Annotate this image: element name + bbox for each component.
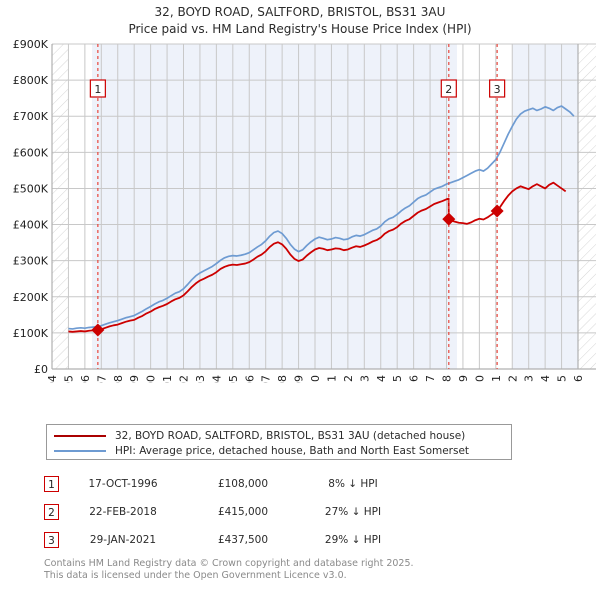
- transaction-annotations: 1 2 3: [89, 44, 506, 369]
- annotation-badge-label: 1: [94, 83, 101, 96]
- transaction-marker[interactable]: [490, 204, 504, 218]
- x-axis-tick-label: 2019: [457, 375, 470, 383]
- chart-legend: 32, BOYD ROAD, SALTFORD, BRISTOL, BS31 3…: [46, 424, 512, 460]
- price-chart-svg: £0 £100K £200K £300K £400K £500K £600K £700K £80…: [13, 38, 596, 383]
- x-axis-tick-label: 2014: [375, 375, 388, 383]
- x-axis-tick-label: 2013: [358, 375, 371, 383]
- transaction-hpi-delta: 29% ↓ HPI: [324, 534, 382, 546]
- x-axis-tick-label: 2005: [227, 375, 240, 383]
- x-axis-tick-label: 1994: [46, 375, 59, 383]
- attribution-footer: Contains HM Land Registry data © Crown c…: [44, 558, 564, 581]
- x-axis-tick-labels: 19941995 19961997 19981999 20002001 20022003…: [46, 375, 585, 383]
- x-axis-tick-label: 2024: [539, 375, 552, 383]
- x-axis-tick-label: 2011: [325, 375, 338, 383]
- y-axis-tick-label: £100K: [13, 327, 49, 340]
- y-axis-tick-labels: £0 £100K £200K £300K £400K £500K £600K £700K £80…: [13, 38, 49, 376]
- transaction-date: 17-OCT-1996: [88, 478, 158, 490]
- transaction-badge: 3: [44, 532, 59, 548]
- transaction-date: 29-JAN-2021: [89, 534, 157, 546]
- legend-label-property: 32, BOYD ROAD, SALTFORD, BRISTOL, BS31 3…: [115, 429, 466, 442]
- y-axis-tick-label: £200K: [13, 291, 49, 304]
- transaction-hpi-delta: 27% ↓ HPI: [324, 506, 382, 518]
- annotation-badge-box[interactable]: [89, 79, 106, 98]
- x-axis-tick-label: 2022: [506, 375, 519, 383]
- y-axis-tick-label: £0: [34, 363, 48, 376]
- legend-swatch-property: [54, 434, 106, 437]
- legend-item-property: 32, BOYD ROAD, SALTFORD, BRISTOL, BS31 3…: [47, 428, 511, 443]
- annotation-badge-label: 2: [445, 83, 452, 96]
- table-row: 1 17-OCT-1996 £108,000 8% ↓ HPI: [44, 470, 464, 498]
- y-axis-tick-label: £900K: [13, 38, 49, 51]
- x-axis-tick-label: 1999: [128, 375, 141, 383]
- series-line-hpi: [68, 105, 575, 330]
- x-axis-tick-label: 2021: [490, 375, 503, 383]
- x-axis-tick-label: 1998: [112, 375, 125, 383]
- transaction-badge: 2: [44, 504, 59, 520]
- transaction-date: 22-FEB-2018: [89, 506, 157, 518]
- axis-frame: [51, 44, 596, 370]
- x-axis-tick-label: 2001: [161, 375, 174, 383]
- x-axis-tick-label: 2003: [194, 375, 207, 383]
- series-group: [68, 105, 575, 333]
- footer-line-copyright: Contains HM Land Registry data © Crown c…: [44, 558, 414, 569]
- y-axis-tick-label: £700K: [13, 110, 49, 123]
- y-axis-tick-label: £500K: [13, 182, 49, 195]
- x-axis-tick-label: 2004: [210, 375, 223, 383]
- x-axis-tick-label: 2002: [178, 375, 191, 383]
- footer-line-licence: This data is licensed under the Open Gov…: [44, 569, 347, 581]
- x-axis-tick-label: 2020: [473, 375, 486, 383]
- x-axis-tick-label: 2026: [572, 375, 585, 383]
- transaction-price: £108,000: [217, 478, 269, 490]
- x-axis-tick-label: 2006: [243, 375, 256, 383]
- title-line-secondary: Price paid vs. HM Land Registry's House …: [128, 22, 472, 36]
- y-axis-tick-label: £800K: [13, 74, 49, 87]
- horizontal-gridlines: [52, 43, 596, 370]
- x-axis-tick-label: 2007: [260, 375, 273, 383]
- table-row: 2 22-FEB-2018 £415,000 27% ↓ HPI: [44, 498, 464, 526]
- annotation-badge-box[interactable]: [489, 79, 506, 98]
- x-axis-tick-label: 2000: [145, 375, 158, 383]
- legend-item-hpi: HPI: Average price, detached house, Bath…: [47, 443, 511, 458]
- x-axis-tick-label: 2017: [424, 375, 437, 383]
- transaction-price: £415,000: [217, 506, 269, 518]
- y-axis-tick-label: £400K: [13, 219, 49, 232]
- transaction-hpi-delta: 8% ↓ HPI: [328, 478, 378, 490]
- x-axis-tick-label: 2012: [342, 375, 355, 383]
- x-axis-tick-label: 2023: [523, 375, 536, 383]
- x-axis-tick-label: 1997: [95, 375, 108, 383]
- x-axis-tick-label: 1996: [79, 375, 92, 383]
- transaction-badge: 1: [44, 476, 59, 492]
- annotation-badge-label: 3: [494, 83, 501, 96]
- series-line-property: [68, 181, 567, 333]
- table-row: 3 29-JAN-2021 £437,500 29% ↓ HPI: [44, 526, 464, 554]
- x-axis-tick-label: 2018: [441, 375, 454, 383]
- x-axis-tick-label: 2008: [276, 375, 289, 383]
- x-axis-tick-label: 2025: [556, 375, 569, 383]
- title-line-primary: 32, BOYD ROAD, SALTFORD, BRISTOL, BS31 3…: [154, 5, 446, 19]
- x-axis-tick-label: 2015: [391, 375, 404, 383]
- x-axis-tick-label: 2016: [408, 375, 421, 383]
- transaction-marker[interactable]: [91, 323, 105, 337]
- page-title: 32, BOYD ROAD, SALTFORD, BRISTOL, BS31 3…: [0, 4, 600, 38]
- x-axis-tick-label: 1995: [62, 375, 75, 383]
- transaction-table: 1 17-OCT-1996 £108,000 8% ↓ HPI 2 22-FEB…: [44, 470, 464, 554]
- x-axis-tick-label: 2009: [293, 375, 306, 383]
- legend-swatch-hpi: [54, 449, 106, 452]
- annotation-badge-box[interactable]: [440, 79, 457, 98]
- y-axis-tick-label: £600K: [13, 146, 49, 159]
- transaction-price: £437,500: [217, 534, 269, 546]
- chart-area: £0 £100K £200K £300K £400K £500K £600K £700K £80…: [0, 38, 600, 383]
- y-axis-tick-label: £300K: [13, 255, 49, 268]
- legend-label-hpi: HPI: Average price, detached house, Bath…: [115, 444, 470, 457]
- x-axis-tick-label: 2010: [309, 375, 322, 383]
